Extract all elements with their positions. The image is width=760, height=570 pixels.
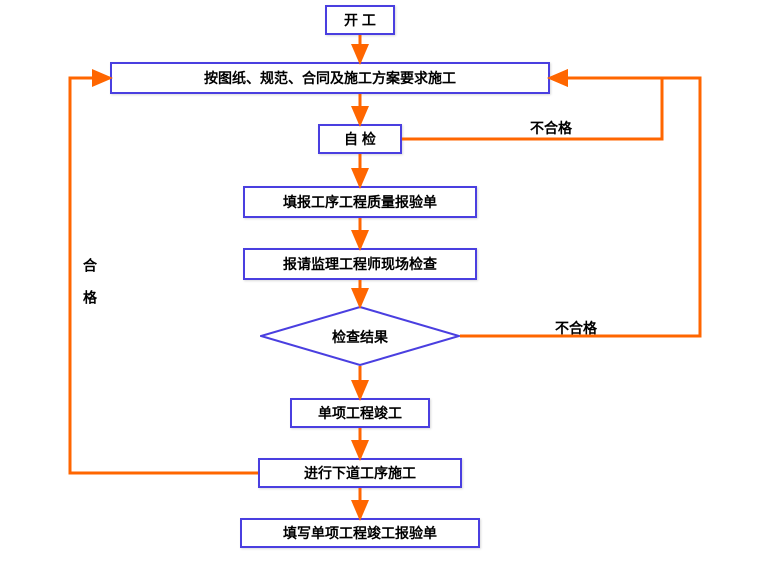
node-step1: 按图纸、规范、合同及施工方案要求施工: [110, 62, 550, 94]
node-step2: 填报工序工程质量报验单: [243, 186, 477, 218]
edge-label-pass: 合格: [80, 258, 100, 322]
node-label: 自 检: [344, 129, 376, 149]
label-text: 不合格: [530, 120, 572, 136]
node-start: 开 工: [325, 5, 395, 35]
node-label: 报请监理工程师现场检查: [283, 254, 437, 274]
label-text: 不合格: [555, 320, 597, 336]
label-text: 合格: [82, 258, 98, 322]
node-label: 检查结果: [332, 329, 388, 345]
node-label: 填写单项工程竣工报验单: [283, 523, 437, 543]
node-label: 单项工程竣工: [318, 403, 402, 423]
edge-label-fail1: 不合格: [530, 118, 572, 138]
node-label: 按图纸、规范、合同及施工方案要求施工: [204, 68, 456, 88]
arrow: [460, 78, 700, 336]
node-step6: 填写单项工程竣工报验单: [240, 518, 480, 548]
decision-label: 检查结果: [260, 327, 460, 347]
node-label: 填报工序工程质量报验单: [283, 192, 437, 212]
node-step5: 进行下道工序施工: [258, 458, 462, 488]
node-step3: 报请监理工程师现场检查: [243, 248, 477, 280]
node-self: 自 检: [318, 124, 402, 154]
node-step4: 单项工程竣工: [290, 398, 430, 428]
node-label: 进行下道工序施工: [304, 463, 416, 483]
node-label: 开 工: [344, 10, 376, 30]
edge-label-fail2: 不合格: [555, 318, 597, 338]
